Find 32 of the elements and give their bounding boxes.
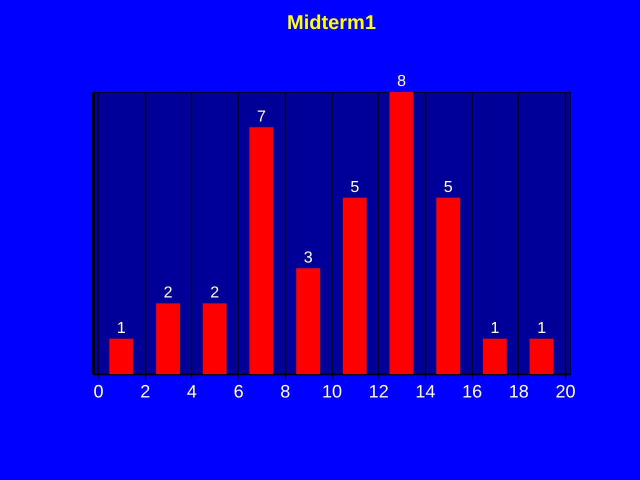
bar bbox=[390, 92, 414, 374]
data-label: 7 bbox=[256, 108, 266, 126]
x-tick-label: 2 bbox=[140, 382, 150, 402]
x-tick-label: 8 bbox=[280, 382, 290, 402]
data-label: 8 bbox=[397, 73, 406, 90]
data-label: 1 bbox=[537, 320, 546, 337]
bar bbox=[436, 198, 460, 374]
bar bbox=[483, 338, 507, 374]
bar bbox=[109, 338, 134, 374]
data-label: 5 bbox=[444, 178, 453, 196]
x-tick-label: 20 bbox=[555, 382, 576, 402]
bar bbox=[202, 304, 227, 374]
x-tick-label: 16 bbox=[462, 382, 482, 402]
bar bbox=[296, 268, 320, 374]
data-label: 1 bbox=[116, 320, 126, 337]
bar bbox=[250, 127, 274, 374]
bar bbox=[342, 198, 367, 374]
data-label: 1 bbox=[490, 320, 500, 337]
bar bbox=[156, 304, 180, 374]
data-label: 2 bbox=[164, 284, 173, 302]
x-tick-label: 4 bbox=[186, 382, 197, 402]
x-tick-label: 6 bbox=[234, 382, 244, 402]
x-tick-label: 12 bbox=[368, 382, 389, 402]
x-tick-label: 14 bbox=[415, 382, 436, 402]
bar bbox=[530, 338, 554, 374]
x-tick-label: 0 bbox=[93, 382, 104, 402]
data-label: 5 bbox=[350, 178, 360, 196]
x-tick-label: 18 bbox=[508, 382, 529, 402]
x-tick-label: 10 bbox=[322, 382, 342, 402]
data-label: 2 bbox=[210, 284, 220, 302]
data-label: 3 bbox=[304, 249, 313, 266]
chart-title: Midterm1 bbox=[287, 12, 376, 34]
